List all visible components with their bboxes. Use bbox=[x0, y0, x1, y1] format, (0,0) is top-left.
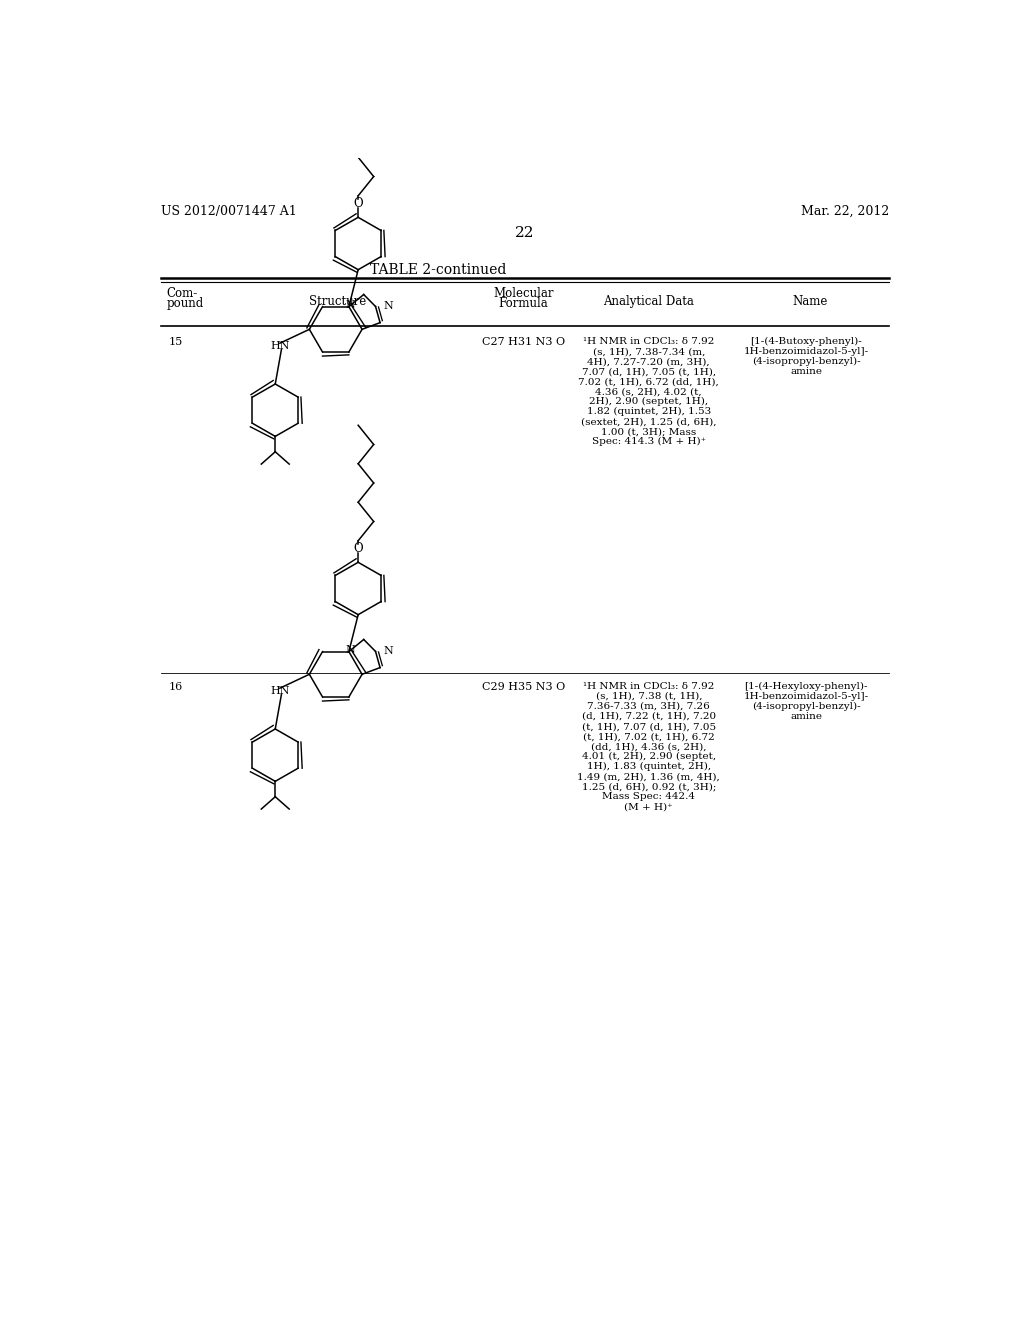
Text: TABLE 2-continued: TABLE 2-continued bbox=[370, 263, 506, 277]
Text: N: N bbox=[383, 301, 393, 312]
Text: [1-(4-Hexyloxy-phenyl)-: [1-(4-Hexyloxy-phenyl)- bbox=[744, 682, 868, 692]
Text: C29 H35 N3 O: C29 H35 N3 O bbox=[481, 682, 565, 692]
Text: Formula: Formula bbox=[499, 297, 548, 310]
Text: 7.02 (t, 1H), 6.72 (dd, 1H),: 7.02 (t, 1H), 6.72 (dd, 1H), bbox=[579, 378, 719, 385]
Text: amine: amine bbox=[791, 711, 822, 721]
Text: 1.25 (d, 6H), 0.92 (t, 3H);: 1.25 (d, 6H), 0.92 (t, 3H); bbox=[582, 781, 716, 791]
Text: C27 H31 N3 O: C27 H31 N3 O bbox=[481, 337, 565, 347]
Text: 1.49 (m, 2H), 1.36 (m, 4H),: 1.49 (m, 2H), 1.36 (m, 4H), bbox=[578, 772, 720, 781]
Text: 22: 22 bbox=[515, 226, 535, 240]
Text: N: N bbox=[345, 300, 355, 310]
Text: ¹H NMR in CDCl₃: δ 7.92: ¹H NMR in CDCl₃: δ 7.92 bbox=[583, 337, 715, 346]
Text: (t, 1H), 7.07 (d, 1H), 7.05: (t, 1H), 7.07 (d, 1H), 7.05 bbox=[582, 722, 716, 731]
Text: (sextet, 2H), 1.25 (d, 6H),: (sextet, 2H), 1.25 (d, 6H), bbox=[581, 417, 717, 426]
Text: N: N bbox=[383, 647, 393, 656]
Text: (s, 1H), 7.38-7.34 (m,: (s, 1H), 7.38-7.34 (m, bbox=[593, 347, 705, 356]
Text: 4.01 (t, 2H), 2.90 (septet,: 4.01 (t, 2H), 2.90 (septet, bbox=[582, 752, 716, 762]
Text: (4-isopropyl-benzyl)-: (4-isopropyl-benzyl)- bbox=[752, 358, 860, 366]
Text: 16: 16 bbox=[168, 682, 182, 692]
Text: (d, 1H), 7.22 (t, 1H), 7.20: (d, 1H), 7.22 (t, 1H), 7.20 bbox=[582, 711, 716, 721]
Text: (s, 1H), 7.38 (t, 1H),: (s, 1H), 7.38 (t, 1H), bbox=[596, 692, 702, 701]
Text: (dd, 1H), 4.36 (s, 2H),: (dd, 1H), 4.36 (s, 2H), bbox=[591, 742, 707, 751]
Text: Molecular: Molecular bbox=[493, 286, 554, 300]
Text: Com-: Com- bbox=[167, 286, 198, 300]
Text: US 2012/0071447 A1: US 2012/0071447 A1 bbox=[161, 205, 296, 218]
Text: 15: 15 bbox=[168, 337, 182, 347]
Text: N: N bbox=[345, 645, 355, 655]
Text: Mass Spec: 442.4: Mass Spec: 442.4 bbox=[602, 792, 695, 801]
Text: Structure: Structure bbox=[308, 296, 366, 309]
Text: 1.00 (t, 3H); Mass: 1.00 (t, 3H); Mass bbox=[601, 428, 696, 436]
Text: Spec: 414.3 (M + H)⁺: Spec: 414.3 (M + H)⁺ bbox=[592, 437, 706, 446]
Text: 1.82 (quintet, 2H), 1.53: 1.82 (quintet, 2H), 1.53 bbox=[587, 407, 711, 416]
Text: (M + H)⁺: (M + H)⁺ bbox=[625, 803, 673, 810]
Text: amine: amine bbox=[791, 367, 822, 376]
Text: (4-isopropyl-benzyl)-: (4-isopropyl-benzyl)- bbox=[752, 702, 860, 711]
Text: Name: Name bbox=[793, 296, 827, 309]
Text: 1H), 1.83 (quintet, 2H),: 1H), 1.83 (quintet, 2H), bbox=[587, 762, 711, 771]
Text: HN: HN bbox=[270, 342, 290, 351]
Text: ¹H NMR in CDCl₃: δ 7.92: ¹H NMR in CDCl₃: δ 7.92 bbox=[583, 682, 715, 690]
Text: 1H-benzoimidazol-5-yl]-: 1H-benzoimidazol-5-yl]- bbox=[743, 692, 868, 701]
Text: pound: pound bbox=[167, 297, 204, 310]
Text: 7.07 (d, 1H), 7.05 (t, 1H),: 7.07 (d, 1H), 7.05 (t, 1H), bbox=[582, 367, 716, 376]
Text: Mar. 22, 2012: Mar. 22, 2012 bbox=[801, 205, 889, 218]
Text: 1H-benzoimidazol-5-yl]-: 1H-benzoimidazol-5-yl]- bbox=[743, 347, 868, 356]
Text: O: O bbox=[353, 543, 362, 554]
Text: 4.36 (s, 2H), 4.02 (t,: 4.36 (s, 2H), 4.02 (t, bbox=[596, 387, 702, 396]
Text: (t, 1H), 7.02 (t, 1H), 6.72: (t, 1H), 7.02 (t, 1H), 6.72 bbox=[583, 733, 715, 741]
Text: O: O bbox=[353, 197, 362, 210]
Text: 7.36-7.33 (m, 3H), 7.26: 7.36-7.33 (m, 3H), 7.26 bbox=[588, 702, 711, 711]
Text: 4H), 7.27-7.20 (m, 3H),: 4H), 7.27-7.20 (m, 3H), bbox=[588, 358, 710, 366]
Text: [1-(4-Butoxy-phenyl)-: [1-(4-Butoxy-phenyl)- bbox=[751, 337, 862, 346]
Text: 2H), 2.90 (septet, 1H),: 2H), 2.90 (septet, 1H), bbox=[589, 397, 709, 407]
Text: Analytical Data: Analytical Data bbox=[603, 296, 694, 309]
Text: HN: HN bbox=[270, 686, 290, 696]
